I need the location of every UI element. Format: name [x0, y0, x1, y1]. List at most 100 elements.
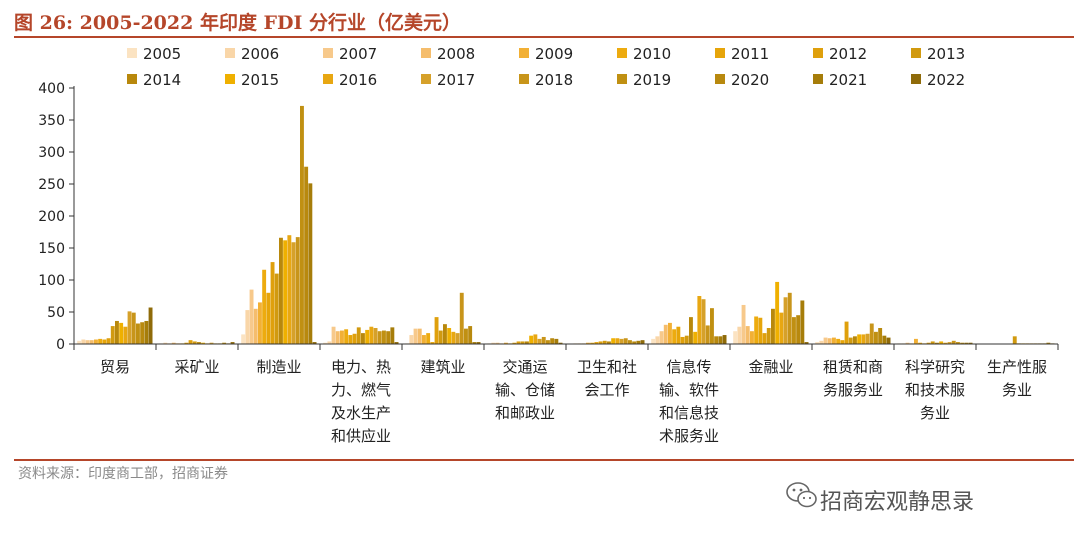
- bar: [455, 333, 460, 344]
- legend-item: 2012: [813, 45, 867, 63]
- x-category-label-line: 信息传: [666, 358, 711, 376]
- legend-swatch: [127, 74, 137, 84]
- bar: [197, 342, 201, 344]
- bar: [533, 334, 538, 344]
- bar: [710, 308, 714, 344]
- bar: [935, 342, 939, 344]
- legend-label: 2021: [829, 71, 867, 89]
- legend-label: 2007: [339, 45, 377, 63]
- bar: [737, 326, 742, 344]
- y-tick-label: 0: [56, 337, 65, 353]
- x-category-label-line: 卫生和社: [577, 358, 637, 376]
- bar: [249, 289, 254, 344]
- source-note: 资料来源：印度商工部，招商证券: [18, 466, 228, 482]
- bar: [344, 329, 349, 344]
- legend-item: 2008: [421, 45, 475, 63]
- bar: [300, 105, 304, 344]
- legend-item: 2014: [127, 71, 181, 89]
- bar: [964, 342, 969, 344]
- bar: [241, 334, 246, 344]
- bar: [447, 328, 452, 344]
- bar: [270, 262, 275, 344]
- bar: [546, 340, 550, 344]
- bar: [476, 342, 481, 344]
- x-category-label-line: 务业: [920, 404, 950, 422]
- bar: [775, 281, 780, 344]
- bar: [693, 331, 698, 344]
- bar: [689, 317, 693, 344]
- x-category-label: 贸易: [100, 358, 130, 376]
- x-category-label-line: 采矿业: [174, 358, 219, 376]
- bar: [659, 331, 664, 344]
- bar: [844, 321, 849, 344]
- legend-swatch: [225, 74, 235, 84]
- bar: [131, 312, 136, 344]
- watermark: 招商宏观静思录: [820, 490, 975, 515]
- bar: [222, 342, 227, 344]
- x-category-label: 制造业: [256, 358, 301, 376]
- bar: [184, 342, 189, 344]
- legend-swatch: [617, 74, 627, 84]
- bar: [525, 341, 529, 344]
- legend-label: 2011: [731, 45, 769, 63]
- legend-item: 2009: [519, 45, 573, 63]
- bar: [390, 327, 395, 344]
- bar: [89, 340, 94, 344]
- bar: [386, 331, 391, 344]
- bar: [266, 292, 271, 344]
- bar: [968, 342, 973, 344]
- legend-swatch: [911, 48, 921, 58]
- legend-label: 2005: [143, 45, 181, 63]
- bar: [422, 335, 426, 344]
- bar: [804, 342, 809, 344]
- bar: [308, 183, 313, 344]
- bar: [209, 342, 214, 344]
- legend-swatch: [813, 74, 823, 84]
- bar: [123, 326, 128, 344]
- bar: [750, 331, 754, 344]
- legend-swatch: [519, 74, 529, 84]
- legend-item: 2021: [813, 71, 867, 89]
- bar: [529, 335, 534, 344]
- bar: [853, 336, 857, 344]
- bar: [98, 338, 103, 344]
- legend-label: 2016: [339, 71, 377, 89]
- bar: [796, 315, 801, 344]
- bar: [312, 342, 317, 344]
- y-tick-label: 400: [38, 81, 65, 97]
- bar: [956, 342, 960, 344]
- bar: [697, 296, 702, 344]
- bar: [623, 338, 628, 344]
- bar: [459, 292, 464, 344]
- bar: [287, 235, 292, 344]
- bar: [783, 297, 788, 344]
- y-tick-label: 250: [38, 177, 65, 193]
- bar: [668, 322, 672, 344]
- bar: [464, 328, 468, 344]
- bar: [304, 166, 309, 344]
- legend-label: 2009: [535, 45, 573, 63]
- bar: [594, 342, 599, 344]
- bar: [869, 323, 874, 344]
- bar: [201, 342, 206, 344]
- legend-item: 2019: [617, 71, 671, 89]
- legend-swatch: [519, 48, 529, 58]
- legend-item: 2013: [911, 45, 965, 63]
- x-category-label-line: 会工作: [584, 381, 629, 399]
- bar: [823, 337, 828, 344]
- bar: [701, 299, 706, 344]
- x-category-label-line: 及水生产: [331, 404, 391, 422]
- bar: [77, 340, 82, 344]
- x-category-label-line: 电力、热: [331, 358, 391, 376]
- bar: [882, 335, 887, 344]
- bar: [771, 308, 775, 344]
- y-tick-label: 100: [38, 273, 65, 289]
- bar: [848, 337, 853, 344]
- bar: [382, 330, 386, 344]
- bar: [192, 341, 197, 344]
- legend-label: 2020: [731, 71, 769, 89]
- bar: [373, 328, 378, 344]
- legend-swatch: [127, 48, 137, 58]
